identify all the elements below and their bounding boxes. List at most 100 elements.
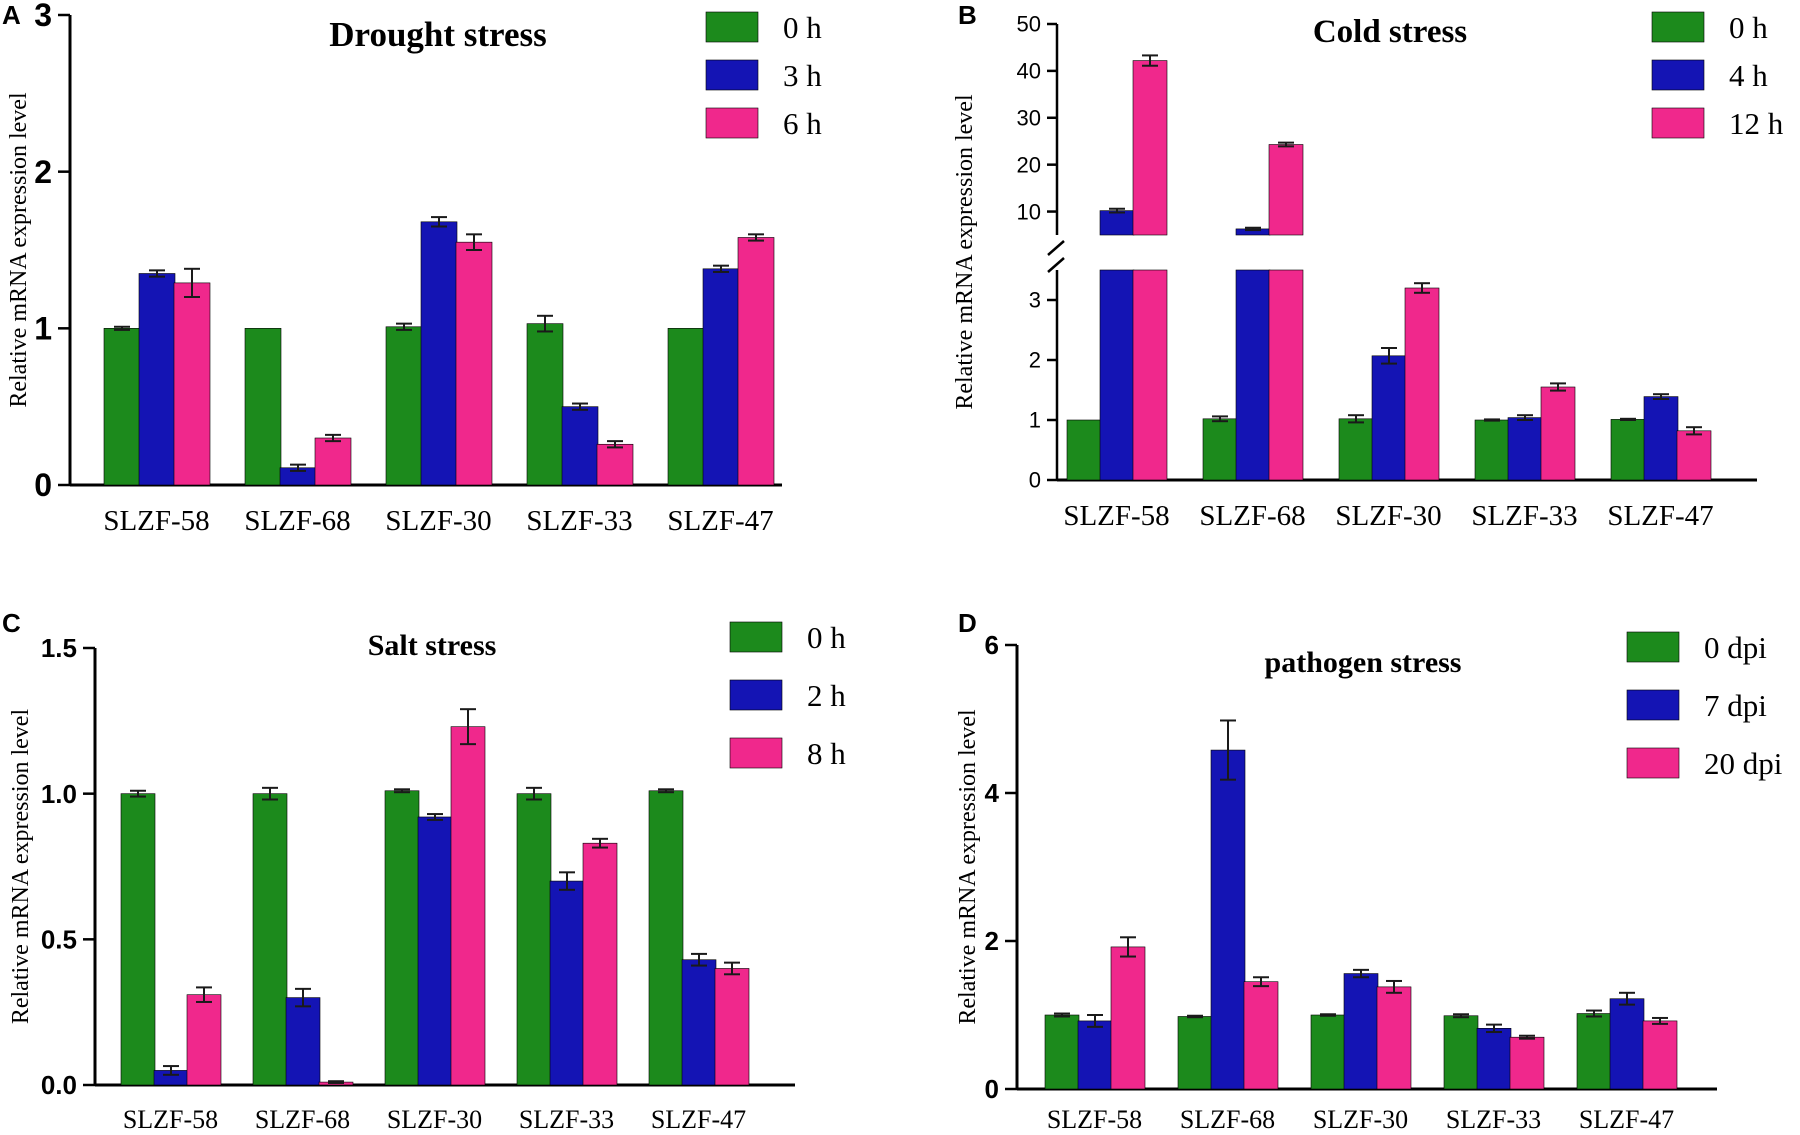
x-tick-label: SLZF-33 [519,1105,614,1134]
bar-20dpi [1642,1020,1678,1090]
x-tick-label: SLZF-30 [385,505,491,537]
y-tick-label: 0 [34,467,52,503]
bar-0h [1202,418,1238,481]
bar-2h [681,959,717,1086]
bar-8h [186,994,222,1086]
legend-swatch [1651,107,1705,139]
y-tick-label: 30 [1017,105,1041,130]
panel-a: A Drought stress Relative mRNA expression … [2,0,822,537]
y-axis-label: Relative mRNA expression level [8,709,34,1025]
x-tick-label: SLZF-58 [123,1105,218,1134]
legend-label: 20 dpi [1704,746,1783,781]
bar-0h [384,790,420,1086]
legend-label: 3 h [783,58,822,93]
y-tick-label: 1 [34,311,52,347]
bar-12h [1540,386,1576,481]
legend-swatch [1651,59,1705,91]
y-tick-label: 10 [1017,199,1041,224]
bar-4h [1371,355,1407,481]
x-tick-label: SLZF-58 [103,505,209,537]
bar-20dpi [1376,986,1412,1090]
panel-letter: B [958,0,977,30]
legend-swatch [729,737,783,769]
legend-label: 7 dpi [1704,688,1767,723]
y-tick-label: 2 [1029,348,1041,373]
bar-12h-lower [1132,269,1168,481]
bar-7dpi [1210,749,1246,1090]
x-tick-label: SLZF-30 [387,1105,482,1134]
panel-letter: D [958,608,977,638]
y-tick-label: 40 [1017,59,1041,84]
y-tick-label: 1.0 [41,779,77,809]
bar-0h [252,793,288,1086]
legend-label: 0 dpi [1704,630,1767,665]
legend-swatch [729,679,783,711]
axis-break-mark [1047,257,1065,273]
bar-0h [1066,419,1102,481]
x-tick-label: SLZF-33 [526,505,632,537]
x-tick-label: SLZF-33 [1471,500,1577,532]
y-tick-label: 0 [985,1074,999,1104]
x-tick-label: SLZF-58 [1063,500,1169,532]
bar-6h [596,443,634,486]
x-tick-label: SLZF-58 [1047,1105,1142,1134]
bar-7dpi [1343,973,1379,1090]
y-axis-label: Relative mRNA expression level [955,709,981,1025]
bar-7dpi [1077,1020,1113,1090]
bar-6h [737,237,775,486]
bar-0h [667,328,705,486]
y-tick-label: 1.5 [41,633,77,663]
chart-title: Drought stress [329,15,546,54]
y-tick-label: 20 [1017,152,1041,177]
bar-8h [714,968,750,1086]
y-tick-label: 4 [985,778,1000,808]
bar-0h [1610,419,1646,481]
panel-c: C Salt stress Relative mRNA expression lev… [2,608,846,1134]
bar-12h-upper [1268,144,1304,236]
bar-6h [455,241,493,486]
bar-4h-upper [1099,210,1135,236]
bar-0dpi [1177,1016,1213,1090]
bar-12h [1404,287,1440,481]
bar-7dpi [1609,998,1645,1090]
chart-title: pathogen stress [1265,646,1462,679]
bar-6h [173,282,211,486]
legend-label: 0 h [783,10,822,45]
bar-0dpi [1576,1013,1612,1090]
legend-label: 6 h [783,106,822,141]
y-tick-label: 0.0 [41,1070,77,1100]
bar-3h [702,268,740,486]
legend-swatch [1626,689,1680,721]
bar-20dpi [1509,1036,1545,1090]
legend-swatch [705,11,759,43]
bar-2h [417,816,453,1086]
chart-title: Salt stress [368,629,497,662]
legend-label: 8 h [807,736,846,771]
bar-7dpi [1476,1028,1512,1090]
bar-0h [103,328,141,486]
bar-0h [120,793,156,1086]
bar-0h [244,328,282,486]
legend-swatch [729,621,783,653]
legend-swatch [1626,631,1680,663]
legend-label: 4 h [1729,58,1768,93]
bar-12h-lower [1268,269,1304,481]
x-tick-label: SLZF-68 [1180,1105,1275,1134]
x-tick-label: SLZF-68 [244,505,350,537]
bar-8h [582,842,618,1086]
bar-0h [648,790,684,1086]
x-tick-label: SLZF-47 [1607,500,1713,532]
axis-break-mark [1047,240,1065,256]
y-axis-label: Relative mRNA expression level [952,94,978,410]
bar-12h [1676,430,1712,481]
bar-4h [1507,417,1543,481]
bar-12h-upper [1132,60,1168,236]
legend-label: 12 h [1729,106,1784,141]
legend-swatch [705,107,759,139]
bar-0dpi [1443,1015,1479,1090]
chart-title: Cold stress [1313,14,1467,50]
x-tick-label: SLZF-47 [651,1105,746,1134]
bar-4h-lower [1099,269,1135,481]
y-tick-label: 0 [1029,468,1041,493]
